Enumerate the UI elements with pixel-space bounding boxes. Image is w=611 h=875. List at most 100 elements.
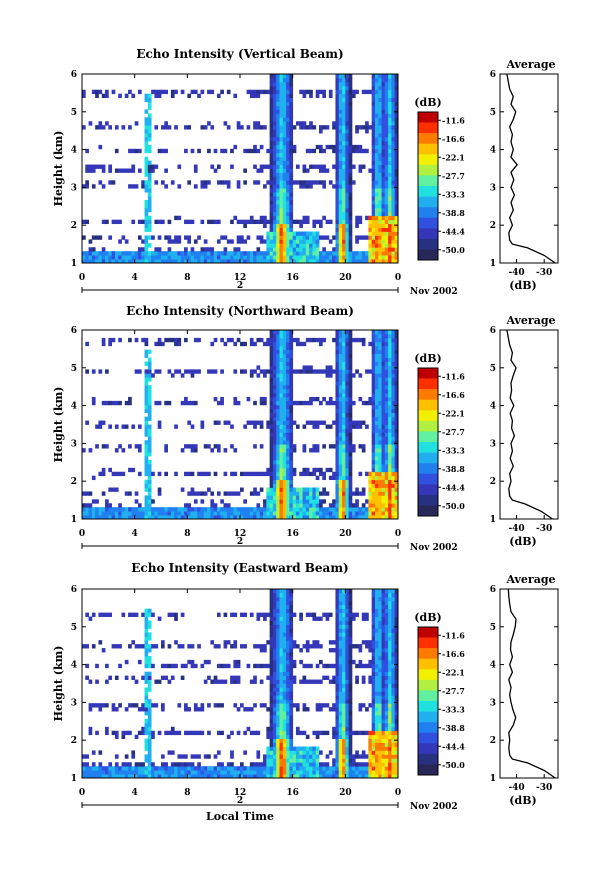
- heatmap-cell: [289, 471, 294, 477]
- heatmap-cell: [157, 247, 162, 252]
- heatmap-cell: [289, 121, 294, 126]
- heatmap-cell: [309, 762, 313, 767]
- heatmap-cell: [289, 699, 294, 704]
- heatmap-cell: [236, 663, 241, 669]
- heatmap-cell: [98, 420, 103, 425]
- heatmap-cell: [345, 137, 350, 142]
- heatmap-cell: [276, 479, 280, 484]
- heatmap-cell: [335, 624, 340, 629]
- heatmap-cell: [342, 184, 346, 189]
- heatmap-cell: [230, 471, 234, 477]
- heatmap-cell: [85, 774, 89, 779]
- colorbar-swatch: [418, 238, 438, 250]
- heatmap-cell: [269, 766, 274, 771]
- heatmap-cell: [147, 659, 152, 665]
- heatmap-cell: [371, 361, 376, 366]
- heatmap-cell: [342, 624, 346, 629]
- heatmap-cell: [184, 444, 188, 449]
- heatmap-cell: [315, 420, 320, 425]
- heatmap-cell: [381, 385, 386, 390]
- heatmap-cell: [197, 730, 201, 736]
- heatmap-cell: [269, 160, 274, 165]
- heatmap-cell: [272, 754, 277, 759]
- heatmap-cell: [272, 652, 277, 657]
- heatmap-cell: [161, 125, 165, 130]
- heatmap-cell: [309, 766, 313, 771]
- heatmap-cell: [282, 471, 287, 477]
- heatmap-cell: [269, 770, 274, 775]
- heatmap-cell: [358, 251, 363, 256]
- heatmap-cell: [82, 503, 86, 508]
- heatmap-cell: [144, 652, 149, 657]
- heatmap-cell: [289, 758, 294, 763]
- heatmap-cell: [276, 357, 280, 362]
- heatmap-cell: [309, 231, 313, 236]
- heatmap-cell: [279, 381, 284, 386]
- colorbar-level: -11.6: [442, 115, 465, 125]
- heatmap-cell: [394, 483, 399, 488]
- heatmap-cell: [348, 416, 353, 421]
- heatmap-cell: [381, 211, 386, 217]
- heatmap-cell: [371, 333, 376, 339]
- heatmap-cell: [345, 718, 350, 724]
- heatmap-cell: [342, 440, 346, 445]
- heatmap-cell: [279, 463, 284, 469]
- heatmap-cell: [147, 412, 152, 418]
- heatmap-cell: [256, 168, 261, 173]
- heatmap-cell: [289, 695, 294, 700]
- heatmap-cell: [144, 219, 149, 225]
- heatmap-cell: [91, 475, 96, 481]
- heatmap-cell: [332, 247, 336, 252]
- heatmap-cell: [170, 337, 175, 343]
- colorbar-swatch: [418, 143, 438, 155]
- heatmap-cell: [256, 766, 261, 771]
- heatmap-cell: [207, 180, 211, 185]
- heatmap-cell: [223, 507, 228, 512]
- heatmap-cell: [256, 515, 261, 520]
- heatmap-cell: [371, 377, 376, 382]
- heatmap-cell: [279, 754, 284, 759]
- heatmap-cell: [157, 491, 162, 496]
- heatmap-cell: [272, 483, 277, 488]
- heatmap-cell: [338, 734, 343, 740]
- heatmap-cell: [381, 113, 386, 118]
- heatmap-cell: [269, 200, 274, 205]
- heatmap-cell: [289, 251, 294, 256]
- heatmap-cell: [289, 762, 294, 767]
- heatmap-cell: [128, 396, 132, 402]
- heatmap-cell: [371, 74, 376, 79]
- heatmap-cell: [342, 707, 346, 712]
- heatmap-cell: [394, 333, 399, 339]
- heatmap-cell: [378, 211, 382, 217]
- heatmap-cell: [355, 762, 359, 767]
- heatmap-cell: [338, 491, 343, 496]
- heatmap-cell: [338, 604, 343, 610]
- heatmap-cell: [279, 436, 284, 441]
- heatmap-cell: [289, 341, 294, 347]
- heatmap-cell: [249, 259, 254, 264]
- heatmap-cell: [345, 766, 350, 771]
- heatmap-cell: [197, 707, 201, 712]
- heatmap-cell: [394, 259, 399, 264]
- heatmap-cell: [134, 770, 139, 775]
- heatmap-cell: [263, 215, 267, 221]
- heatmap-cell: [384, 515, 389, 520]
- heatmap-cell: [282, 663, 287, 669]
- heatmap-cell: [91, 612, 96, 617]
- heatmap-cell: [282, 211, 287, 217]
- heatmap-cell: [384, 507, 389, 512]
- heatmap-cell: [144, 459, 149, 465]
- heatmap-cell: [230, 762, 234, 767]
- heatmap-cell: [328, 503, 333, 508]
- heatmap-cell: [384, 365, 389, 370]
- heatmap-cell: [276, 467, 280, 473]
- heatmap-cell: [147, 711, 152, 716]
- heatmap-cell: [289, 671, 294, 677]
- heatmap-cell: [302, 707, 307, 712]
- heatmap-cell: [184, 703, 188, 708]
- heatmap-cell: [394, 227, 399, 232]
- heatmap-cell: [378, 117, 382, 122]
- heatmap-cell: [361, 487, 366, 492]
- heatmap-cell: [309, 247, 313, 252]
- heatmap-cell: [279, 156, 284, 162]
